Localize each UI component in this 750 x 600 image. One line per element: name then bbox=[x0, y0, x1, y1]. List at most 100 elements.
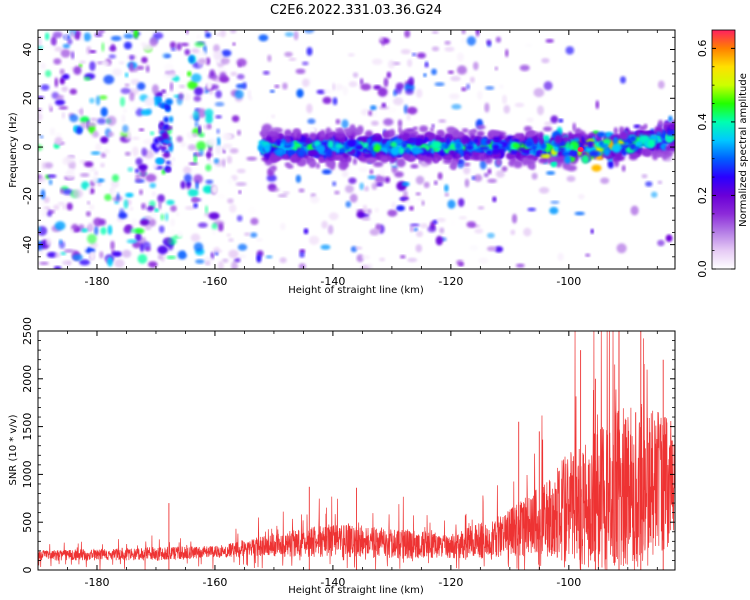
spectrogram-noise-cell bbox=[236, 215, 243, 222]
spectrogram-noise-cell bbox=[595, 100, 600, 110]
spectrogram-noise-cell bbox=[476, 90, 483, 100]
spectrogram-noise-cell bbox=[458, 198, 465, 207]
spectrogram-noise-cell bbox=[157, 194, 165, 203]
spectrogram-noise-cell bbox=[69, 88, 78, 95]
spectrogram-noise-cell bbox=[215, 115, 223, 119]
spectrogram-ridge-cell bbox=[486, 140, 492, 145]
spectrogram-noise-cell bbox=[474, 228, 484, 234]
spectrogram-ridge-cell bbox=[335, 154, 344, 160]
spectrogram-noise-cell bbox=[65, 170, 75, 180]
spectrogram-noise-cell bbox=[215, 90, 222, 99]
spectrogram-noise-cell bbox=[236, 58, 247, 67]
spectrogram-noise-cell bbox=[90, 151, 101, 155]
spectrogram-noise-cell bbox=[247, 89, 252, 100]
spectrogram-noise-cell bbox=[214, 101, 225, 107]
spectrogram-noise-cell bbox=[100, 107, 108, 117]
spectrogram-ridge-cell bbox=[669, 124, 675, 130]
spectrogram-noise-cell bbox=[447, 70, 454, 74]
spectrogram-ridge-cell bbox=[315, 162, 320, 169]
spectrogram-ridge-cell bbox=[558, 147, 566, 152]
spectrogram-noise-cell bbox=[87, 122, 97, 127]
spectrogram-ridge-cell bbox=[491, 149, 500, 155]
spectrogram-noise-cell bbox=[387, 209, 398, 217]
spectrogram-noise-cell bbox=[135, 108, 144, 117]
spectrogram-noise-cell bbox=[162, 53, 172, 59]
spectrogram-ridge-cell bbox=[398, 147, 405, 155]
spectrogram-ridge-cell bbox=[369, 169, 374, 175]
spectrogram-noise-cell bbox=[386, 71, 392, 79]
spectrogram-ridge-cell bbox=[585, 138, 595, 143]
spectrogram-noise-cell bbox=[477, 206, 485, 210]
spectrogram-noise-cell bbox=[187, 71, 192, 77]
spectrogram-ridge-cell bbox=[657, 119, 664, 127]
spectrogram-noise-cell bbox=[387, 59, 396, 69]
spectrogram-noise-cell bbox=[141, 56, 148, 64]
spectrogram-noise-cell bbox=[359, 78, 364, 86]
spectrogram-noise-cell bbox=[123, 41, 132, 50]
spectrogram-noise-cell bbox=[427, 225, 437, 233]
spectrogram-noise-cell bbox=[298, 263, 306, 269]
spectrogram-noise-cell bbox=[279, 257, 287, 264]
spectrogram-noise-cell bbox=[130, 55, 134, 61]
spectrogram-noise-cell bbox=[538, 187, 550, 194]
spectrogram-noise-cell bbox=[342, 86, 348, 96]
spectrogram-ridge-cell bbox=[570, 149, 577, 157]
spectrogram-noise-cell bbox=[195, 259, 205, 264]
spectrogram-ridge-cell bbox=[581, 155, 590, 164]
spectrogram-noise-cell bbox=[264, 114, 270, 124]
spectrogram-noise-cell bbox=[641, 174, 648, 179]
spectrogram-noise-cell bbox=[316, 89, 326, 95]
spectrogram-noise-cell bbox=[119, 96, 126, 107]
spectrogram-noise-cell bbox=[494, 246, 504, 253]
spectrogram-ridge-cell bbox=[545, 145, 550, 153]
spectrogram-noise-cell bbox=[97, 30, 105, 33]
colorbar-tick-label: 0.0 bbox=[696, 260, 709, 278]
spectrogram-noise-cell bbox=[327, 224, 334, 235]
spectrogram-noise-cell bbox=[220, 30, 226, 38]
spectrogram-noise-cell bbox=[148, 261, 158, 268]
spectrogram-ridge-cell bbox=[493, 135, 500, 144]
spectrogram-noise-cell bbox=[87, 222, 94, 232]
spectrogram-noise-cell bbox=[194, 121, 199, 128]
spectrogram-noise-cell bbox=[205, 164, 212, 172]
colorbar-gradient bbox=[711, 29, 736, 270]
spectrogram-noise-cell bbox=[267, 54, 272, 62]
spectrogram-ridge-cell bbox=[543, 126, 553, 132]
spectrogram-noise-cell bbox=[185, 30, 189, 35]
spectrogram-ridge-cell bbox=[343, 128, 352, 133]
spectrogram-noise-cell bbox=[118, 212, 128, 219]
spectrogram-noise-cell bbox=[320, 244, 331, 250]
spectrogram-noise-cell bbox=[116, 192, 120, 201]
spectrogram-noise-cell bbox=[401, 181, 410, 187]
spectrogram-noise-cell bbox=[205, 32, 212, 38]
spectrogram-ridge-cell bbox=[510, 149, 516, 155]
spectrogram-noise-cell bbox=[204, 30, 209, 34]
spectrogram-noise-cell bbox=[298, 188, 305, 193]
spectrogram-noise-cell bbox=[308, 235, 320, 245]
spectrogram-noise-cell bbox=[50, 36, 57, 46]
spectrogram-noise-cell bbox=[367, 175, 377, 180]
spectrogram-ridge-cell bbox=[442, 159, 453, 165]
spectrogram-noise-cell bbox=[288, 57, 297, 61]
spectrogram-noise-cell bbox=[391, 201, 396, 210]
spectrogram-noise-cell bbox=[620, 76, 626, 84]
spectrogram-noise-cell bbox=[527, 207, 536, 212]
spectrogram-noise-cell bbox=[499, 84, 504, 89]
spectrogram-noise-cell bbox=[54, 99, 66, 106]
colorbar-label: Normalized spectral amplitude bbox=[738, 73, 749, 227]
spectrogram-noise-cell bbox=[461, 87, 467, 92]
spectrogram-noise-cell bbox=[299, 251, 305, 258]
spectrogram-noise-cell bbox=[284, 32, 294, 37]
spectrogram-ridge-cell bbox=[319, 129, 326, 138]
spectrogram-noise-cell bbox=[463, 166, 471, 175]
spectrogram-noise-cell bbox=[206, 79, 213, 90]
spectrogram-noise-cell bbox=[99, 95, 108, 100]
spectrogram-noise-cell bbox=[386, 106, 398, 114]
spectrogram-noise-cell bbox=[367, 208, 372, 215]
spectrogram-noise-cell bbox=[321, 169, 332, 175]
spectrogram-noise-cell bbox=[332, 97, 338, 106]
spectrogram-ridge-cell bbox=[635, 141, 643, 147]
spectrogram-noise-cell bbox=[306, 103, 313, 114]
spectrogram-noise-cell bbox=[164, 63, 174, 71]
spectrogram-noise-cell bbox=[196, 34, 201, 39]
